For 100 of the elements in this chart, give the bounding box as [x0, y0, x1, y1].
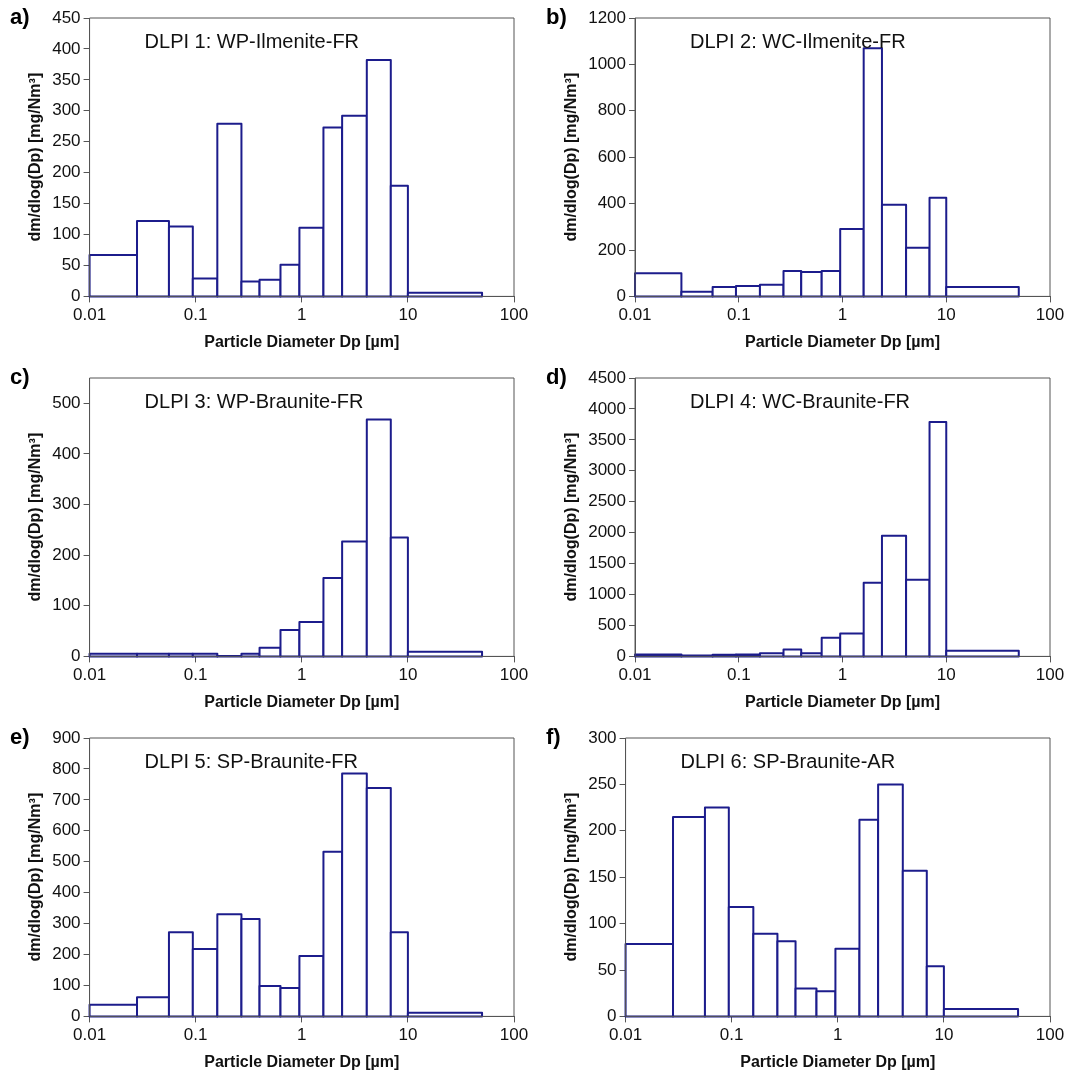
- y-tick-label: 400: [597, 193, 627, 213]
- y-axis-title: dm/dlog(Dp) [mg/Nm³]: [562, 792, 580, 962]
- y-tick-label: 0: [71, 646, 81, 666]
- y-tick-label: 0: [71, 286, 81, 306]
- x-tick-label: 10: [934, 1025, 954, 1045]
- x-axis-title: Particle Diameter Dp [µm]: [204, 332, 400, 350]
- y-tick-label: 2500: [588, 491, 627, 511]
- text: DLPI 3: WP-Braunite-FR: [144, 389, 364, 412]
- x-tick-label: 1: [297, 305, 307, 325]
- y-tick-label: 3500: [588, 429, 627, 449]
- y-axis-title: dm/dlog(Dp) [mg/Nm³]: [562, 72, 580, 242]
- y-tick-label: 200: [588, 820, 617, 840]
- x-tick-label: 0.1: [183, 1025, 208, 1045]
- y-tick-label: 1000: [588, 584, 627, 604]
- y-tick-label: 500: [597, 615, 627, 635]
- x-tick-label: 0.01: [609, 1025, 643, 1045]
- x-tick-label: 1: [837, 665, 848, 685]
- y-tick-label: 400: [52, 443, 81, 463]
- x-tick-label: 100: [499, 665, 529, 685]
- y-tick-label: 0: [616, 646, 627, 666]
- y-tick-label: 700: [52, 789, 81, 809]
- y-tick-label: 150: [52, 193, 81, 213]
- y-tick-label: 250: [52, 131, 81, 151]
- y-tick-label: 500: [52, 393, 81, 412]
- x-tick-label: 0.01: [73, 665, 107, 685]
- y-tick-label: 0: [616, 286, 627, 306]
- y-tick-label: 300: [588, 727, 617, 747]
- x-tick-label: 0.1: [183, 665, 208, 685]
- y-tick-label: 800: [52, 758, 81, 778]
- x-axis-title: Particle Diameter Dp [µm]: [740, 1052, 936, 1070]
- text: DLPI 6: SP-Braunite-AR: [680, 749, 896, 772]
- x-axis-title: Particle Diameter Dp [µm]: [204, 1052, 400, 1070]
- x-tick-label: 10: [398, 305, 418, 325]
- y-tick-label: 900: [52, 727, 81, 747]
- y-tick-label: 50: [61, 255, 81, 275]
- y-tick-label: 100: [588, 913, 617, 933]
- x-tick-label: 1: [837, 305, 848, 325]
- y-tick-label: 400: [52, 882, 81, 902]
- y-tick-label: 100: [52, 224, 81, 244]
- x-tick-label: 1: [297, 665, 307, 685]
- x-tick-label: 1: [297, 1025, 307, 1045]
- y-tick-label: 300: [52, 100, 81, 120]
- text: e): [10, 724, 30, 750]
- y-tick-label: 450: [52, 7, 81, 27]
- x-tick-label: 10: [936, 665, 956, 685]
- y-tick-label: 4000: [588, 398, 627, 418]
- text: DLPI 5: SP-Braunite-FR: [144, 749, 358, 772]
- y-tick-label: 2000: [588, 522, 627, 542]
- x-tick-label: 0.01: [618, 305, 652, 325]
- y-tick-label: 100: [52, 595, 81, 615]
- x-tick-label: 0.1: [719, 1025, 744, 1045]
- y-tick-label: 100: [52, 975, 81, 995]
- x-tick-label: 10: [936, 305, 956, 325]
- y-tick-label: 300: [52, 494, 81, 514]
- text: f): [546, 724, 561, 750]
- x-axis-title: Particle Diameter Dp [µm]: [744, 692, 941, 710]
- text: DLPI 2: WC-Ilmenite-FR: [690, 29, 906, 52]
- y-tick-label: 0: [71, 1006, 81, 1026]
- y-axis-title: dm/dlog(Dp) [mg/Nm³]: [26, 792, 44, 962]
- y-tick-label: 200: [597, 239, 627, 259]
- x-tick-label: 10: [398, 665, 418, 685]
- y-axis-title: dm/dlog(Dp) [mg/Nm³]: [26, 432, 44, 602]
- text: c): [10, 364, 30, 390]
- y-tick-label: 3000: [588, 460, 627, 480]
- y-tick-label: 500: [52, 851, 81, 871]
- y-tick-label: 1500: [588, 553, 627, 573]
- x-tick-label: 0.01: [73, 1025, 107, 1045]
- x-tick-label: 0.01: [73, 305, 107, 325]
- y-tick-label: 200: [52, 544, 81, 564]
- y-tick-label: 600: [597, 146, 627, 166]
- text: b): [546, 4, 567, 30]
- y-tick-label: 1000: [588, 54, 627, 74]
- y-tick-label: 200: [52, 944, 81, 964]
- x-tick-label: 100: [1035, 665, 1065, 685]
- y-tick-label: 150: [588, 866, 617, 886]
- text: DLPI 1: WP-Ilmenite-FR: [144, 29, 360, 52]
- y-tick-label: 350: [52, 69, 81, 89]
- text: a): [10, 4, 30, 30]
- x-tick-label: 100: [499, 1025, 529, 1045]
- x-tick-label: 0.01: [618, 665, 652, 685]
- x-tick-label: 0.1: [726, 665, 751, 685]
- y-tick-label: 300: [52, 913, 81, 933]
- x-tick-label: 1: [833, 1025, 843, 1045]
- x-tick-label: 100: [1035, 1025, 1065, 1045]
- y-tick-label: 800: [597, 100, 627, 120]
- y-tick-label: 1200: [588, 7, 627, 27]
- text: d): [546, 364, 567, 390]
- y-tick-label: 250: [588, 774, 617, 794]
- x-tick-label: 10: [398, 1025, 418, 1045]
- x-tick-label: 100: [499, 305, 529, 325]
- y-axis-title: dm/dlog(Dp) [mg/Nm³]: [26, 72, 44, 242]
- y-tick-label: 600: [52, 820, 81, 840]
- y-tick-label: 4500: [588, 367, 627, 387]
- x-tick-label: 0.1: [726, 305, 751, 325]
- y-tick-label: 50: [597, 959, 617, 979]
- y-tick-label: 0: [607, 1006, 617, 1026]
- x-axis-title: Particle Diameter Dp [µm]: [204, 692, 400, 710]
- x-tick-label: 0.1: [183, 305, 208, 325]
- x-axis-title: Particle Diameter Dp [µm]: [744, 332, 941, 350]
- x-tick-label: 100: [1035, 305, 1065, 325]
